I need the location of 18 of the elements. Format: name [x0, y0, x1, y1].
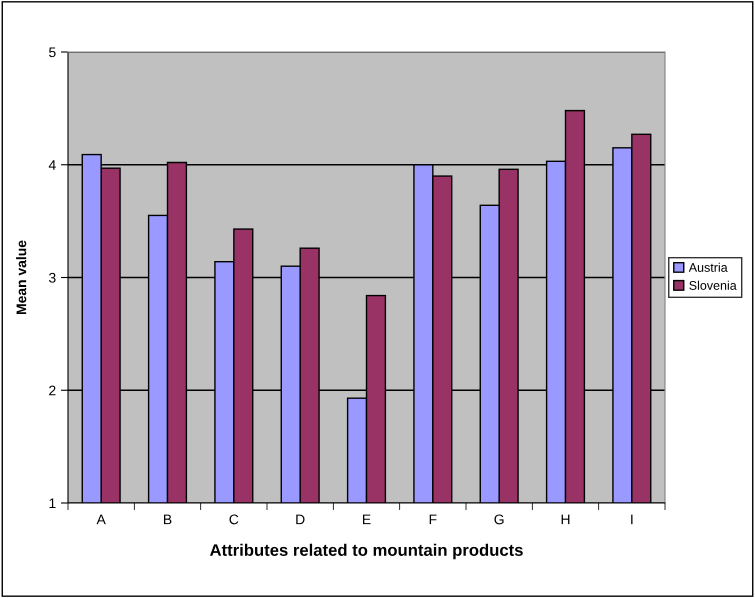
x-tick-label: C: [230, 514, 238, 524]
x-tick-label: F: [430, 514, 437, 524]
y-tick-label: 2: [49, 386, 56, 396]
y-axis-title: Mean value: [16, 240, 26, 314]
y-tick-label: 1: [50, 498, 56, 508]
x-tick-label: A: [96, 514, 106, 524]
y-tick-label: 5: [49, 47, 56, 58]
y-tick-label: 4: [48, 160, 56, 170]
x-axis-title: Attributes related to mountain products: [210, 544, 523, 560]
x-tick-label: E: [363, 514, 371, 524]
x-tick-label: D: [296, 514, 305, 524]
x-tick-label: B: [164, 514, 172, 524]
x-tick-label: I: [631, 514, 632, 524]
legend-label: Austria: [688, 262, 728, 272]
x-tick-label: G: [494, 514, 504, 524]
x-tick-label: H: [562, 514, 570, 524]
legend-label: Slovenia: [689, 280, 737, 290]
y-tick-label: 3: [49, 272, 56, 283]
